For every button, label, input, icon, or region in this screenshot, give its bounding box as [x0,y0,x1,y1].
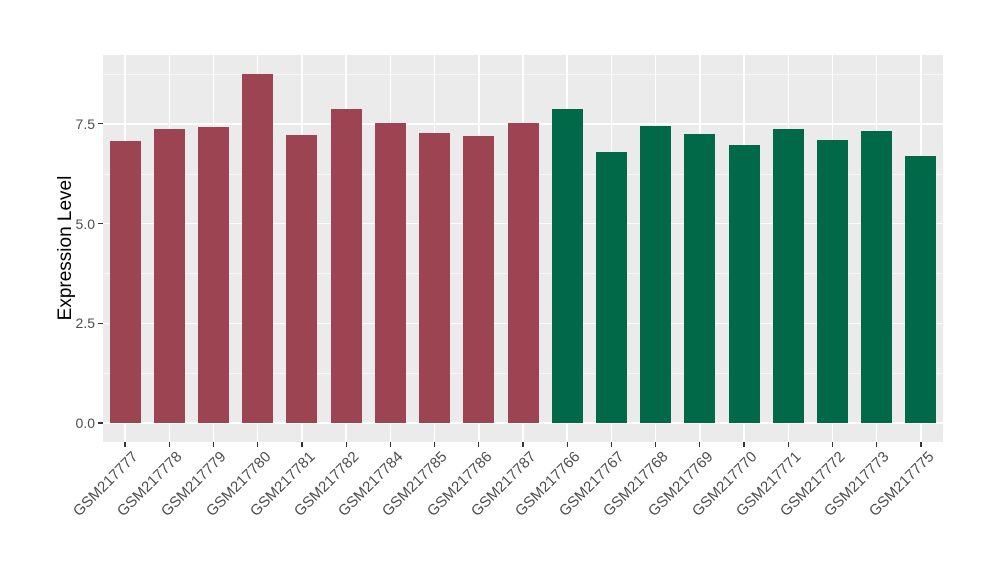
y-tick-label: 2.5 [75,315,95,332]
bar [153,128,185,423]
x-axis-tick [124,442,126,447]
y-tick-label: 5.0 [75,215,95,232]
x-axis-tick [389,442,391,447]
bar [595,152,627,423]
x-axis-tick [301,442,303,447]
bar [286,134,318,423]
x-axis-tick [478,442,480,447]
bar [198,126,230,423]
bar [109,140,141,423]
x-axis-tick [610,442,613,447]
y-axis-tick [98,123,103,125]
y-axis-tick [98,322,103,324]
x-axis-tick [257,442,259,447]
y-tick-label: 7.5 [75,115,95,132]
bar [419,133,451,423]
x-axis-tick [345,442,347,447]
x-axis-tick [522,442,524,447]
plot-panel [103,55,943,442]
y-tick-label: 0.0 [75,415,95,431]
x-axis-tick [699,442,701,447]
bar [640,126,672,423]
x-axis-tick [831,442,834,447]
bar [905,156,937,423]
bar [374,122,406,423]
x-axis-tick [743,442,745,447]
bar [463,135,495,423]
x-axis-tick [654,442,657,447]
bar [816,139,848,423]
bar [242,73,274,423]
x-axis-tick [787,442,789,447]
x-axis-tick [433,442,436,447]
bar [684,134,716,423]
bar [728,145,760,423]
bar [551,108,583,423]
bar [330,108,362,423]
y-axis-tick [98,422,103,424]
y-axis-title: Expression Level [55,175,76,321]
bar [507,122,539,423]
x-axis-tick [212,442,215,447]
x-axis-tick [876,442,878,447]
x-axis-tick [566,442,568,447]
x-axis-tick [168,442,170,447]
y-axis-tick [98,222,103,225]
bar [772,129,804,423]
bar [861,131,893,423]
x-axis-tick [920,442,922,447]
